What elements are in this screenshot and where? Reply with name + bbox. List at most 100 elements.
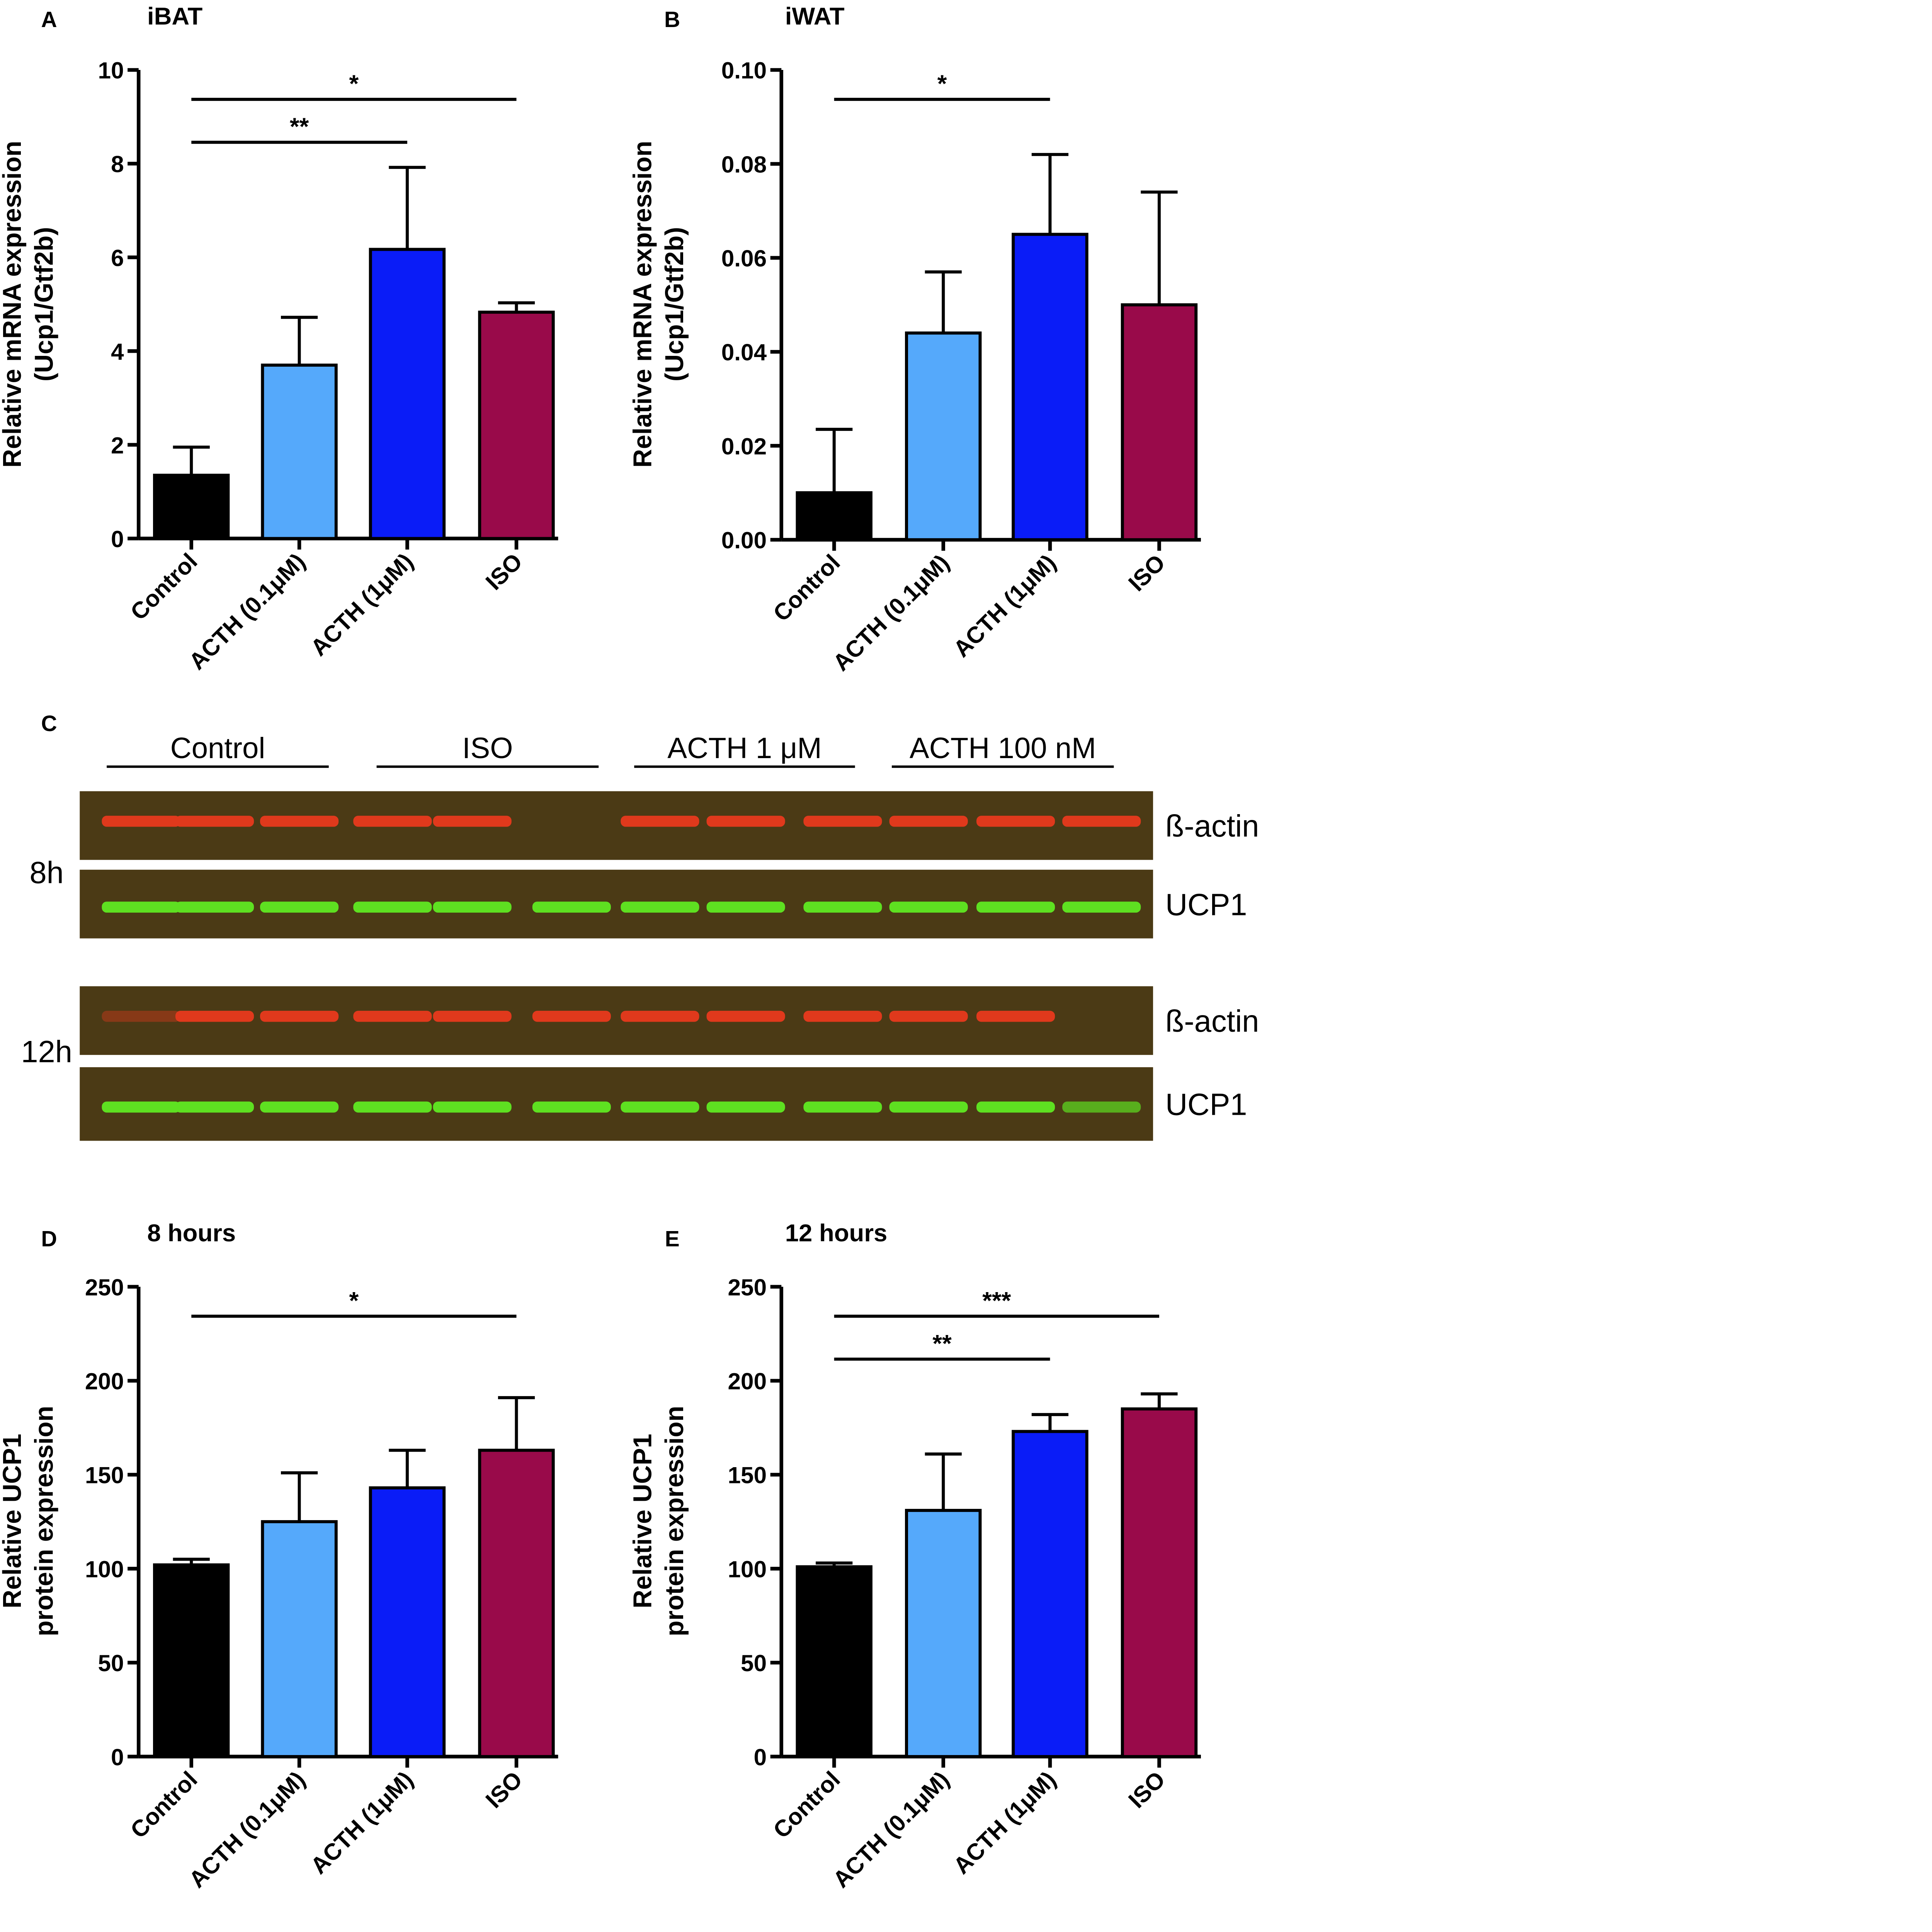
blot-band [102, 1101, 180, 1113]
blot-band [353, 1010, 432, 1022]
blot-band [976, 1101, 1055, 1113]
blot-band [803, 816, 882, 827]
blot-band [706, 816, 785, 827]
x-tick-label-control: Control [768, 549, 845, 626]
y-tick-label: 150 [85, 1462, 124, 1488]
y-tick-label: 0.02 [721, 433, 767, 459]
bar-acth-1-m [369, 1486, 446, 1758]
blot-strip-ucp1-12h [80, 1067, 1153, 1141]
blot-group-control: Control [170, 732, 265, 765]
bar-acth-0-1-m [261, 1520, 338, 1759]
bar-control [796, 491, 872, 541]
y-axis-label: (Ucp1/Gtf2b) [660, 227, 689, 381]
x-tick-label-acth-0-1-m: ACTH (0.1μM) [184, 548, 310, 675]
blot-band [175, 816, 254, 827]
bar-acth-0-1-m [261, 363, 338, 540]
blot-band [976, 1010, 1055, 1022]
y-tick-label: 8 [111, 151, 124, 177]
bar-control [796, 1565, 872, 1758]
x-tick-label-acth-0-1-m: ACTH (0.1μM) [184, 1766, 310, 1893]
panel-label-e: E [665, 1226, 680, 1251]
blot-band [889, 901, 968, 913]
x-tick-label-acth-1-m: ACTH (1μM) [305, 548, 418, 661]
blot-strip-actin-12h [80, 986, 1153, 1055]
blot-band [532, 1101, 611, 1113]
panel-label-d: D [41, 1226, 57, 1251]
bar-control [153, 1563, 230, 1758]
x-tick-label-acth-0-1-m: ACTH (0.1μM) [828, 1766, 954, 1893]
blot-band [976, 816, 1055, 827]
blot-panel: C Control ISO ACTH 1 μM ACTH 100 nM 8h ß-actin… [21, 711, 1259, 1141]
blot-band [976, 901, 1055, 913]
chart-panel-d: D 8 hours 0 50 100 150 200 250 Relative UCP1 prot… [0, 1220, 558, 1893]
blot-band [803, 1101, 882, 1113]
panel-label-a: A [41, 7, 57, 32]
y-tick-label: 0 [111, 1744, 124, 1770]
significance-label: * [349, 1287, 359, 1314]
y-axis-label: protein expression [30, 1406, 59, 1636]
blot-band [433, 1101, 512, 1113]
blot-band [433, 816, 512, 827]
x-tick-label-iso: ISO [1123, 1766, 1170, 1813]
blot-strip-ucp1-8h [80, 869, 1153, 939]
blot-group-acth-100-nm: ACTH 100 nM [910, 732, 1096, 765]
blot-strip-background [80, 1067, 1153, 1141]
y-tick-label: 250 [85, 1274, 124, 1300]
x-tick-label-acth-1-m: ACTH (1μM) [948, 549, 1061, 662]
y-tick-label: 200 [85, 1368, 124, 1395]
blot-band [102, 1010, 180, 1022]
y-tick-label: 50 [741, 1650, 767, 1676]
timepoint-label-12h: 12h [21, 1034, 72, 1069]
y-tick-label: 0.00 [721, 527, 767, 553]
blot-row-label-actin: ß-actin [1165, 809, 1259, 843]
blot-band [1062, 901, 1141, 913]
bar-acth-0-1-m [905, 1509, 982, 1759]
y-axis-label: (Ucp1/Gtf2b) [30, 227, 59, 381]
blot-band [102, 816, 180, 827]
blot-band [706, 1010, 785, 1022]
blot-band [433, 901, 512, 913]
y-tick-label: 0.06 [721, 245, 767, 272]
blot-band [706, 1101, 785, 1113]
y-axis-label: Relative UCP1 [0, 1434, 27, 1609]
blot-row-label-ucp1: UCP1 [1165, 1087, 1247, 1122]
chart-title: iWAT [785, 3, 845, 30]
blot-band [175, 1101, 254, 1113]
blot-band [175, 901, 254, 913]
y-tick-label: 0 [754, 1744, 767, 1770]
y-tick-label: 100 [728, 1556, 767, 1582]
chart-title: 12 hours [785, 1220, 888, 1247]
bar-acth-1-m [369, 248, 446, 540]
y-tick-label: 250 [728, 1274, 767, 1300]
blot-band [706, 901, 785, 913]
panel-label-b: B [664, 7, 680, 32]
chart-title: 8 hours [147, 1220, 236, 1247]
blot-band [803, 901, 882, 913]
y-tick-label: 50 [98, 1650, 124, 1676]
y-tick-label: 0.04 [721, 339, 767, 366]
y-axis-label: protein expression [660, 1406, 689, 1636]
x-tick-label-acth-1-m: ACTH (1μM) [948, 1766, 1061, 1879]
blot-band [532, 901, 611, 913]
x-tick-label-control: Control [125, 548, 202, 625]
blot-band [353, 901, 432, 913]
blot-band [260, 1101, 339, 1113]
bar-acth-0-1-m [905, 331, 982, 541]
x-tick-label-control: Control [768, 1766, 845, 1844]
blot-band [803, 1010, 882, 1022]
blot-band [353, 816, 432, 827]
x-tick-label-acth-0-1-m: ACTH (0.1μM) [828, 549, 954, 676]
bar-iso [478, 310, 555, 540]
blot-strip-actin-8h [80, 791, 1153, 860]
blot-band [102, 901, 180, 913]
bar-control [153, 473, 230, 540]
bar-iso [478, 1449, 555, 1759]
blot-row-label-ucp1: UCP1 [1165, 887, 1247, 922]
blot-row-label-actin: ß-actin [1165, 1004, 1259, 1038]
blot-strip-background [80, 869, 1153, 939]
y-tick-label: 0.08 [721, 151, 767, 177]
blot-band [353, 1101, 432, 1113]
